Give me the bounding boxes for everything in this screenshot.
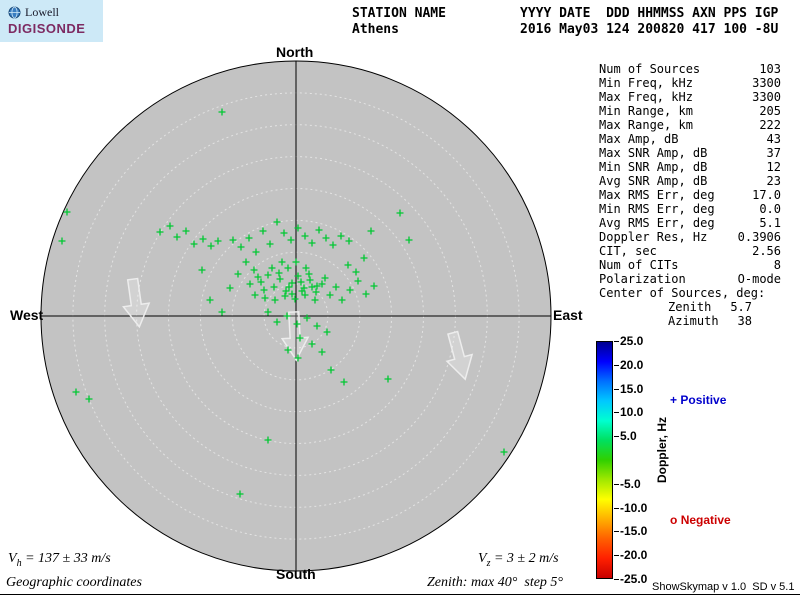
compass-west: West: [10, 307, 44, 323]
colorbar-tick: [614, 483, 619, 485]
stat-row: Min SNR Amp, dB 12: [599, 160, 781, 174]
stat-row: CIT, sec 2.56: [599, 244, 781, 258]
zenith-range-note: Zenith: max 40° step 5°: [427, 575, 564, 590]
colorbar-tick-label: -5.0: [620, 476, 641, 491]
colorbar-tick: [614, 579, 619, 580]
colorbar-tick-label: -15.0: [620, 524, 648, 539]
drift-arrow: [445, 330, 474, 381]
colorbar-tick-label: 15.0: [620, 381, 644, 396]
colorbar-tick: [614, 507, 619, 509]
stat-row: Min Freq, kHz 3300: [599, 76, 781, 90]
version-text: ShowSkymap v 1.0 SD v 5.1: [652, 581, 795, 593]
compass-east: East: [553, 307, 583, 323]
legend-positive: + Positive: [670, 393, 726, 407]
circle-marker-icon: o: [670, 513, 678, 527]
stat-row: Azimuth 38: [668, 314, 752, 328]
colorbar-tick-label: 5.0: [620, 429, 637, 444]
stat-row: Num of CITs 8: [599, 258, 781, 272]
colorbar-tick-label: -20.0: [620, 548, 648, 563]
stat-row: Min Range, km 205: [599, 104, 781, 118]
bottom-rule: [0, 594, 800, 595]
drift-arrow: [121, 277, 151, 329]
stat-row: Zenith 5.7: [668, 300, 752, 314]
compass-south: South: [276, 566, 316, 582]
crosshair-axes: [41, 61, 551, 571]
logo: Lowell DIGISONDE: [0, 0, 103, 42]
stat-row: Max SNR Amp, dB 37: [599, 146, 781, 160]
legend-positive-label: Positive: [680, 393, 727, 407]
globe-icon: [8, 6, 21, 19]
stat-row: Max RMS Err, deg 17.0: [599, 188, 781, 202]
stat-row: Min RMS Err, deg 0.0: [599, 202, 781, 216]
stat-row: Polarization O-mode: [599, 272, 781, 286]
colorbar-tick-label: 25.0: [620, 334, 644, 348]
horizontal-velocity: Vh = 137 ± 33 m/s: [8, 551, 111, 569]
stat-row: Num of Sources 103: [599, 62, 781, 76]
time-columns-label: YYYY DATE DDD HHMMSS AXN PPS IGP: [520, 6, 779, 21]
stat-row: Max Amp, dB 43: [599, 132, 781, 146]
coordinates-note: Geographic coordinates: [6, 575, 142, 590]
legend-negative: o Negative: [670, 513, 731, 527]
time-columns-value: 2016 May03 124 200820 417 100 -8U: [520, 22, 779, 37]
colorbar-tick-label: -25.0: [620, 572, 648, 586]
colorbar-tick: [614, 364, 619, 366]
stat-row: Doppler Res, Hz 0.3906: [599, 230, 781, 244]
colorbar-tick: [614, 388, 619, 390]
colorbar-tick: [614, 412, 619, 414]
logo-brand-row: Lowell: [8, 5, 103, 20]
vertical-velocity: Vz = 3 ± 2 m/s: [478, 551, 559, 569]
colorbar-tick-label: -10.0: [620, 500, 648, 515]
stats-group-label: Center of Sources, deg:: [599, 286, 766, 300]
stat-row: Max Range, km 222: [599, 118, 781, 132]
stat-row: Avg SNR Amp, dB 23: [599, 174, 781, 188]
doppler-colorbar: [596, 341, 613, 579]
stat-row: Max Freq, kHz 3300: [599, 90, 781, 104]
colorbar-title: Doppler, Hz: [655, 417, 669, 484]
colorbar-tick: [614, 436, 619, 438]
stat-row: Avg RMS Err, deg 5.1: [599, 216, 781, 230]
compass-north: North: [276, 44, 314, 60]
logo-product: DIGISONDE: [8, 21, 86, 36]
plus-marker-icon: +: [670, 393, 678, 407]
colorbar-tick: [614, 555, 619, 557]
colorbar-tick: [614, 531, 619, 533]
colorbar-tick: [614, 341, 619, 342]
logo-brand: Lowell: [25, 5, 59, 19]
colorbar-tick-label: 20.0: [620, 357, 644, 372]
legend-negative-label: Negative: [680, 513, 731, 527]
station-name-value: Athens: [352, 22, 399, 37]
station-name-label: STATION NAME: [352, 6, 446, 21]
source-markers: [58, 108, 508, 498]
colorbar-tick-label: 10.0: [620, 405, 644, 420]
stats-panel: Num of Sources 103 Min Freq, kHz 3300 Max Fr…: [599, 62, 781, 328]
